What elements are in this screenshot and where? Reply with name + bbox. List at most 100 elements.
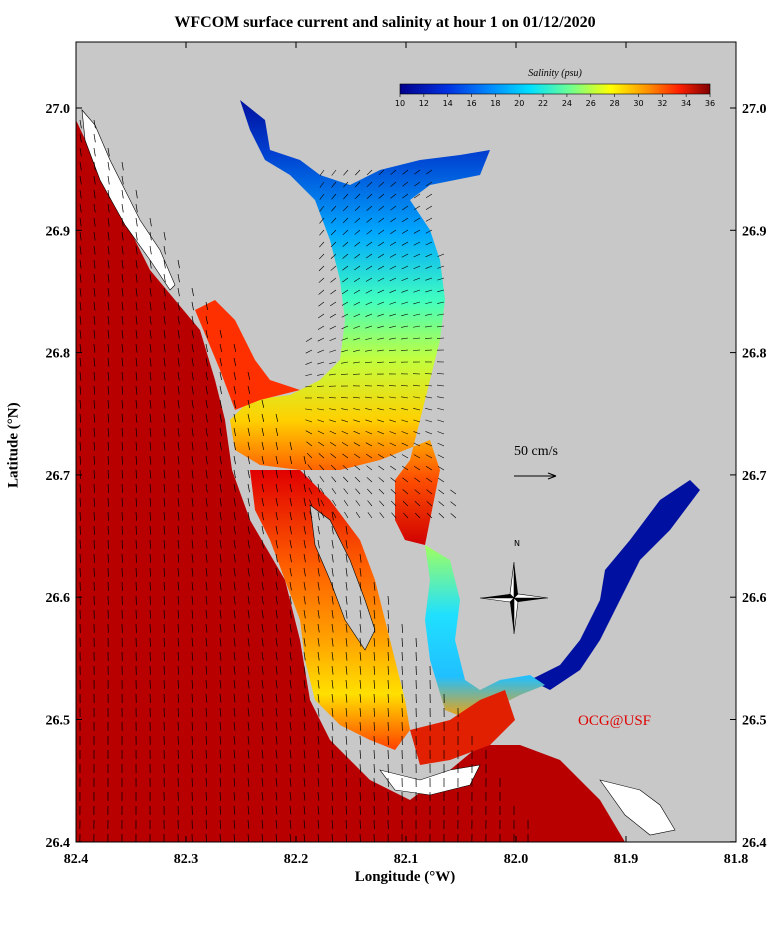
current-vector xyxy=(331,488,337,495)
current-vector xyxy=(319,464,325,471)
current-vector xyxy=(426,512,433,519)
current-vector xyxy=(149,609,151,619)
current-vector xyxy=(331,217,337,224)
current-vector xyxy=(426,501,433,507)
current-vector xyxy=(79,329,82,339)
y-tick-label-right: 26.6 xyxy=(742,591,767,606)
current-vector xyxy=(402,500,409,507)
current-vector xyxy=(191,763,193,773)
current-vector xyxy=(275,483,278,493)
current-vector xyxy=(107,217,110,227)
current-vector xyxy=(359,651,362,661)
current-vector xyxy=(329,408,337,411)
current-vector xyxy=(79,245,82,255)
current-vector xyxy=(163,385,166,395)
current-vector xyxy=(247,819,250,829)
current-vector xyxy=(205,791,207,801)
current-vector xyxy=(377,337,385,340)
current-vector xyxy=(401,396,409,399)
current-vector xyxy=(261,441,265,451)
current-vector xyxy=(317,735,320,745)
current-vector xyxy=(275,413,279,422)
current-vector xyxy=(303,651,306,661)
current-vector xyxy=(359,609,362,619)
current-vector xyxy=(135,441,138,451)
map-title: WFCOM surface current and salinity at ho… xyxy=(174,14,596,31)
current-vector xyxy=(437,253,445,257)
current-vector xyxy=(331,665,334,675)
current-vector xyxy=(177,427,180,437)
current-vector xyxy=(219,679,222,689)
current-vector xyxy=(149,329,152,339)
current-vector xyxy=(355,512,361,519)
current-vector xyxy=(177,721,179,731)
current-vector xyxy=(437,301,445,304)
current-vector xyxy=(317,483,320,493)
current-vector xyxy=(317,581,320,591)
current-vector xyxy=(345,539,348,549)
current-vector xyxy=(331,181,337,188)
current-vector xyxy=(261,805,264,815)
current-vector xyxy=(426,169,433,175)
current-vector xyxy=(79,371,82,381)
current-vector xyxy=(247,399,251,408)
current-vector xyxy=(373,623,376,633)
current-vector xyxy=(359,679,362,689)
current-vector xyxy=(177,259,180,269)
current-vector xyxy=(79,497,81,507)
current-vector xyxy=(205,777,207,787)
current-vector xyxy=(205,567,208,577)
current-vector xyxy=(402,477,409,483)
current-vector xyxy=(401,623,403,633)
current-vector xyxy=(378,488,385,495)
current-vector xyxy=(317,651,320,661)
current-vector xyxy=(191,315,194,325)
current-vector xyxy=(305,349,313,354)
current-vector xyxy=(319,217,325,224)
current-vector xyxy=(149,539,152,549)
current-vector xyxy=(93,399,96,409)
current-vector xyxy=(93,329,96,339)
current-vector xyxy=(219,511,222,521)
current-vector xyxy=(317,497,320,507)
current-vector xyxy=(413,289,421,293)
current-vector xyxy=(205,455,208,465)
current-vector xyxy=(121,329,124,339)
current-vector xyxy=(425,241,433,246)
current-vector xyxy=(425,384,433,387)
current-vector xyxy=(219,497,222,507)
current-vector xyxy=(377,442,385,447)
current-vector xyxy=(121,525,123,535)
current-vector xyxy=(437,442,445,447)
current-vector xyxy=(191,707,194,717)
current-vector xyxy=(219,441,222,451)
current-vector xyxy=(121,371,124,381)
current-vector xyxy=(390,500,397,507)
current-vector xyxy=(149,469,152,479)
current-vector xyxy=(437,313,445,316)
current-vector xyxy=(289,665,292,675)
current-vector xyxy=(317,679,320,689)
current-vector xyxy=(341,419,349,423)
current-vector xyxy=(191,455,194,465)
current-vector xyxy=(205,637,208,647)
current-vector xyxy=(107,315,110,325)
scale-arrow: 50 cm/s xyxy=(514,444,558,480)
current-vector xyxy=(163,665,165,675)
current-vector xyxy=(437,277,445,281)
current-vector xyxy=(345,749,348,759)
current-vector xyxy=(389,349,397,352)
current-vector xyxy=(437,325,445,328)
current-vector xyxy=(219,525,222,535)
current-vector xyxy=(341,313,349,318)
current-vector xyxy=(261,665,264,675)
current-vector xyxy=(219,469,222,479)
current-vector xyxy=(289,525,292,535)
current-vector xyxy=(353,289,361,294)
current-vector xyxy=(107,147,110,157)
current-vector xyxy=(177,413,180,423)
current-vector xyxy=(391,512,397,519)
current-vector xyxy=(359,637,362,647)
current-vector xyxy=(342,205,349,212)
